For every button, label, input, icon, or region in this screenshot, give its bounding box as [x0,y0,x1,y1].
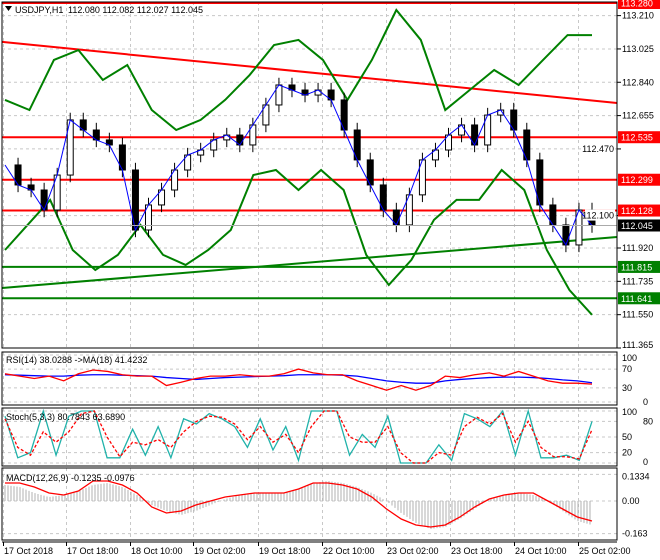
current-price-tag [618,219,660,232]
stoch-pane[interactable] [4,408,593,464]
resistance-trendline [1,40,618,104]
price-tick-label: 113.210 [622,11,654,21]
time-label: 22 Oct 10:00 [323,546,375,556]
level-tag [618,204,660,217]
time-label: 17 Oct 2018 [4,546,53,556]
macd-tick-label: 0.00 [622,496,640,506]
time-label: 25 Oct 02:00 [579,546,631,556]
rsi-pane[interactable] [4,368,593,391]
rsi-tick-label: 70 [622,364,632,374]
main-frame [1,1,618,349]
stoch-tick-label: 0 [643,457,648,467]
stoch-frame [1,407,618,467]
symbol-label: USDJPY,H1 [15,5,63,15]
rsi-tick-label: 0 [643,397,648,407]
time-label: 18 Oct 10:00 [131,546,183,556]
price-tick-label: 112.655 [622,111,654,121]
level-tag-label: 111.815 [621,262,652,272]
macd-frame [1,467,618,541]
rsi-label: RSI(14) 38.0288 ->MA(18) 41.4232 [6,355,147,365]
stoch-signal-line [4,410,593,464]
stoch-tick-label: 20 [622,448,632,458]
price-pane[interactable] [1,2,618,316]
grid [2,2,617,540]
time-label: 17 Oct 18:00 [67,546,119,556]
price-tick-label: 111.735 [622,276,653,286]
level-tag [618,131,660,144]
time-label: 23 Oct 18:00 [451,546,503,556]
rsi-tick-label: 30 [622,383,632,393]
stoch-tick-label: 80 [643,416,653,426]
current-price-label: 112.045 [621,221,653,231]
macd-pane[interactable] [4,480,593,529]
stoch-tick-label: 50 [622,432,632,442]
price-tick-label: 111.920 [622,243,653,253]
macd-tick-label: -0.163 [622,529,648,539]
level-tag-label: 112.299 [621,175,653,185]
price-tick-label: 113.025 [622,44,654,54]
rsi-line [4,368,593,391]
price-tick-label: 112.840 [622,77,654,87]
stoch-label: Stoch(5,3,3) 80.7843 63.6890 [6,412,125,422]
rsi-ma-line [4,374,593,384]
price-tick-label: 111.550 [622,310,653,320]
stoch-tick-label: 100 [622,407,637,417]
time-label: 24 Oct 10:00 [515,546,567,556]
time-label: 19 Oct 18:00 [259,546,311,556]
level-tag [618,260,660,273]
price-tick-label: 112.470 [582,144,614,154]
level-tag-label: 112.535 [621,133,653,143]
stoch-main-line [4,408,593,464]
dropdown-triangle-icon[interactable] [5,6,12,11]
macd-signal-line [5,480,593,528]
ohlc-values: 112.080 112.082 112.027 112.045 [68,5,203,15]
macd-label: MACD(12,26,9) -0.1235 -0.0976 [6,473,135,483]
macd-tick-label: 0.1334 [622,471,650,481]
level-tag-label: 111.641 [621,294,652,304]
rsi-tick-label: 100 [622,353,637,363]
price-tick-label: 112.100 [582,211,614,221]
level-tag [618,173,660,186]
time-label: 23 Oct 02:00 [387,546,439,556]
price-tick-label-bg [585,142,615,154]
level-tag-label: 112.128 [621,206,653,216]
level-tag-label: 113.280 [621,0,653,9]
price-ma-line [4,84,593,247]
price-tick-label: 111.365 [622,340,653,350]
bollinger-lower [4,168,593,316]
level-tag [618,0,660,9]
support-trendline [1,236,618,290]
price-tick-label-bg [585,209,615,221]
time-label: 19 Oct 02:00 [194,546,246,556]
rsi-frame [1,351,618,406]
level-tag [618,292,660,305]
bollinger-upper [4,8,592,132]
